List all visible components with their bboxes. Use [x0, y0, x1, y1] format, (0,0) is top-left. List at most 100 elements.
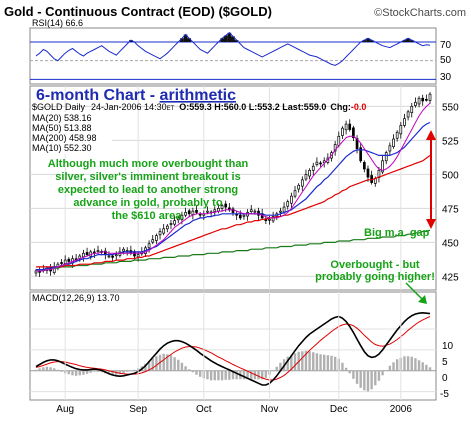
macd-histogram-bar [286, 356, 289, 371]
macd-histogram-bar [359, 370, 362, 388]
macd-histogram-bar [100, 370, 103, 373]
macd-histogram-bar [304, 350, 308, 371]
macd-histogram-bar [144, 363, 147, 371]
price-tick-450: 450 [442, 238, 459, 249]
price-tick-475: 475 [442, 204, 459, 215]
macd-histogram-bar [231, 370, 235, 380]
month-label-4: Dec [330, 404, 348, 415]
macd-histogram-bar [195, 370, 198, 375]
ma-legend: MA(20) 538.16 MA(50) 513.88 MA(200) 458.… [32, 112, 112, 154]
note-line-4: advance in gold, probably to [73, 197, 222, 209]
candle-body [381, 160, 384, 173]
macd-histogram-bar [42, 367, 45, 371]
rsi-tick-30: 30 [440, 72, 452, 83]
candle-body [257, 210, 260, 216]
candle-body [410, 106, 414, 114]
candle-body [107, 255, 111, 258]
macd-histogram-bar [169, 355, 173, 371]
candle-body [425, 98, 428, 101]
candle-body [111, 255, 114, 258]
macd-histogram-bar [417, 360, 421, 371]
macd-histogram-bar [242, 370, 246, 380]
ma-gap-arrow [426, 130, 436, 229]
macd-histogram-bar [319, 354, 322, 371]
note-line-5: the $610 area. [112, 210, 185, 222]
info-date: 24-Jan-2006 14:30 [91, 102, 167, 112]
macd-tick-5: 5 [442, 357, 448, 368]
macd-histogram-bar [235, 370, 238, 380]
candle-body [300, 179, 304, 187]
candle-body [337, 135, 341, 146]
candle-body [388, 145, 392, 152]
candle-body [417, 97, 421, 105]
macd-histogram-bar [315, 353, 319, 371]
macd-line [35, 311, 431, 386]
candle-body [311, 165, 315, 171]
candle-body [206, 210, 209, 213]
chart-headline: 6-month Chart - arithmetic [36, 87, 236, 104]
macd-histogram-bar [60, 370, 63, 372]
macd-histogram-bar [421, 362, 424, 371]
macd-histogram-bar [122, 370, 125, 374]
ma50-line [36, 155, 431, 268]
macd-histogram-bar [213, 370, 216, 381]
macd-histogram-bar [414, 358, 417, 371]
macd-histogram-bar [188, 369, 191, 371]
candle-body [180, 214, 184, 220]
note-annotation: Although much more overbought than silve… [48, 158, 249, 222]
macd-label: MACD(12,26,9) 13.70 [32, 293, 120, 303]
macd-histogram-bar [180, 362, 184, 371]
rsi-tick-70: 70 [440, 40, 452, 51]
rsi-tick-50: 50 [440, 55, 452, 66]
legend-ma200: MA(200) 458.98 [32, 133, 97, 143]
candle-body [399, 125, 403, 135]
rsi-line [35, 32, 431, 66]
price-tick-425: 425 [442, 272, 459, 283]
candle-body [333, 144, 337, 152]
macd-histogram-bar [224, 370, 227, 380]
overbought-line-2: probably going higher! [315, 271, 435, 283]
candle-body [191, 210, 195, 216]
macd-histogram-bar [312, 352, 315, 371]
macd-histogram-bar [246, 370, 249, 380]
macd-histogram-bar [74, 370, 78, 376]
legend-ma50: MA(50) 513.88 [32, 123, 92, 133]
macd-histogram-bar [388, 365, 392, 371]
info-ohlc: O:559.3 H:560.0 L:553.2 Last:559.0 [179, 102, 326, 112]
macd-histogram-bar [78, 370, 81, 376]
info-timezone: ET [167, 106, 175, 112]
candle-body [238, 214, 242, 219]
candle-body [421, 97, 425, 102]
macd-histogram-bar [56, 369, 60, 371]
macd-histogram-bar [428, 367, 432, 371]
macd-histogram-bar [38, 368, 41, 371]
macd-histogram-bar [85, 370, 89, 374]
ma200-line [36, 229, 431, 271]
legend-ma20: MA(20) 538.16 [32, 113, 92, 123]
month-label-2: Oct [196, 404, 212, 415]
info-symbol: $GOLD Daily [32, 102, 86, 112]
price-tick-550: 550 [442, 102, 459, 113]
macd-histogram-bar [374, 370, 377, 386]
macd-tick-0: 0 [442, 373, 448, 384]
macd-histogram-bar [155, 356, 158, 371]
macd-histogram-bar [344, 367, 348, 371]
macd-histogram-bar [49, 367, 52, 371]
candle-body [67, 258, 71, 262]
candle-body [176, 217, 180, 221]
macd-histogram-bar [228, 370, 231, 380]
macd-histogram-bar [173, 357, 176, 371]
rsi-overbought-fill [129, 32, 414, 42]
candle-body [341, 127, 344, 136]
price-tick-500: 500 [442, 170, 459, 181]
candle-body [392, 138, 395, 148]
candle-body [213, 209, 217, 213]
macd-histogram-bar [410, 356, 413, 371]
candle-body [85, 252, 89, 255]
brand-watermark: ©StockCharts.com [374, 7, 466, 19]
macd-histogram-bar [191, 370, 195, 373]
candle-body [122, 248, 125, 252]
candle-body [352, 127, 355, 139]
overbought-arrow-shaft [405, 282, 425, 302]
